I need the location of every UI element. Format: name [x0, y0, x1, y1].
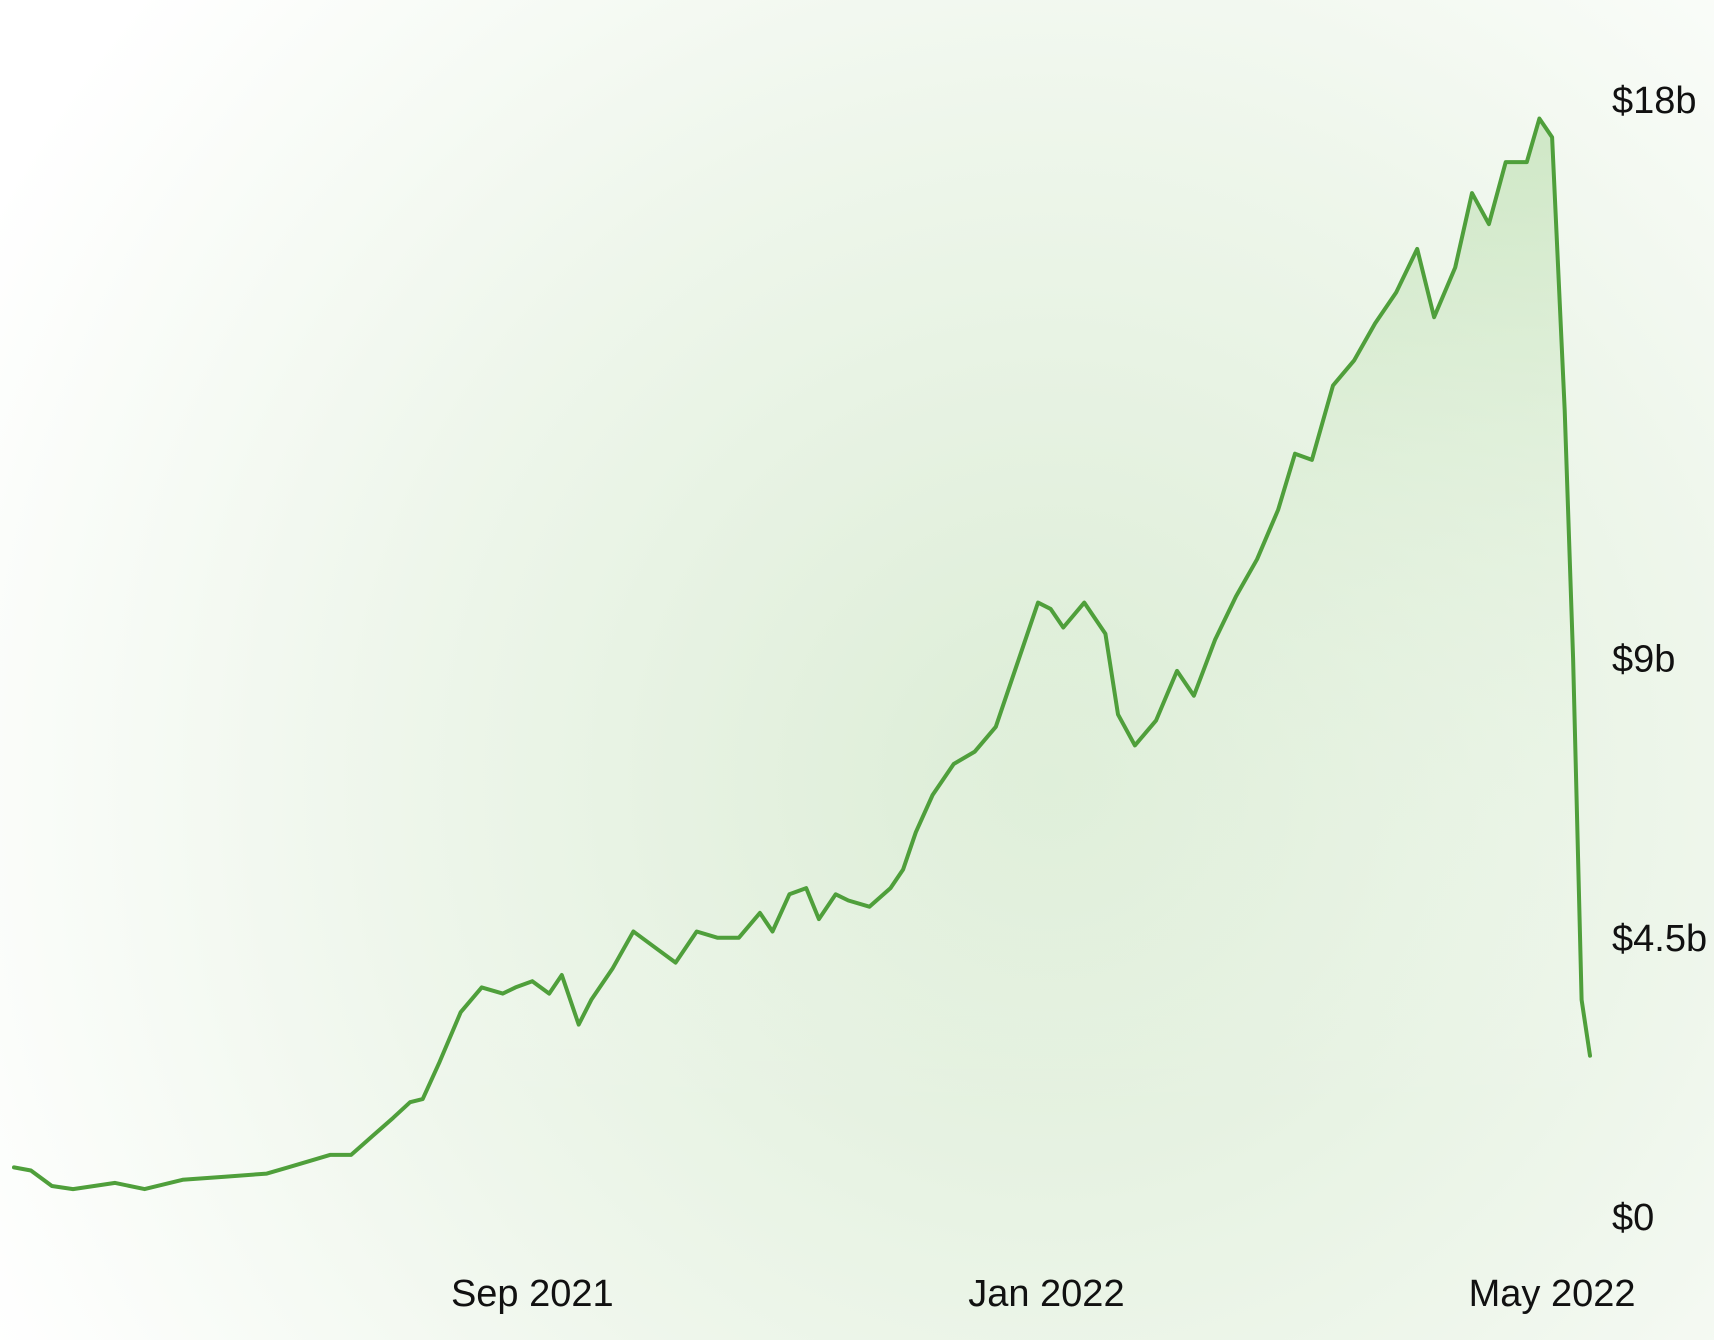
y-axis-labels: $18b $9b $4.5b $0 [1612, 80, 1707, 1239]
area-layer [14, 118, 1590, 1218]
line-layer [12, 116, 1592, 1192]
y-tick-label: $4.5b [1612, 918, 1707, 960]
x-axis-labels: Sep 2021 Jan 2022 May 2022 [451, 1273, 1636, 1315]
x-tick-label: Sep 2021 [451, 1273, 614, 1315]
series-line [12, 116, 1592, 1192]
area-fill [14, 118, 1590, 1218]
y-tick-label: $0 [1612, 1197, 1654, 1239]
x-tick-label: May 2022 [1469, 1273, 1636, 1315]
x-tick-label: Jan 2022 [968, 1273, 1124, 1315]
y-tick-label: $18b [1612, 80, 1697, 122]
y-tick-label: $9b [1612, 639, 1675, 681]
